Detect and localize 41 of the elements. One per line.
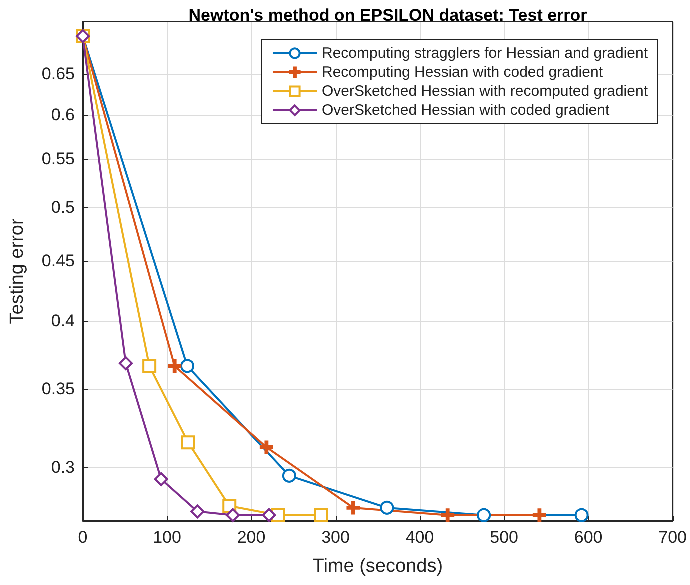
point (262, 508, 276, 522)
x-tick-label: 700 (658, 528, 688, 547)
legend-label: OverSketched Hessian with recomputed gradient (322, 83, 649, 100)
point (260, 440, 274, 454)
y-tick-label: 0.35 (42, 379, 75, 398)
x-tick-label: 400 (406, 528, 434, 547)
chart-title: Newton's method on EPSILON dataset: Test error (188, 6, 588, 25)
point (532, 508, 546, 522)
point (118, 356, 133, 370)
point (477, 508, 492, 522)
point (282, 468, 296, 483)
point (181, 436, 196, 450)
x-tick-label: 200 (237, 528, 266, 547)
y-axis-title: Testing error (7, 218, 28, 324)
x-axis-title: Time (seconds) (312, 556, 444, 577)
point (314, 508, 328, 522)
y-tick-label: 0.55 (42, 150, 75, 169)
y-tick-label: 0.45 (42, 252, 75, 271)
point (380, 500, 394, 515)
y-tick-label: 0.3 (51, 458, 75, 477)
x-tick-label: 300 (322, 528, 350, 547)
legend-label: OverSketched Hessian with coded gradient (322, 102, 610, 119)
y-tick-label: 0.6 (51, 105, 75, 124)
point (168, 359, 182, 373)
point (142, 359, 157, 374)
y-tick-label: 0.4 (51, 312, 75, 331)
point (226, 508, 240, 522)
legend-label: Recomputing Hessian with coded gradient (322, 64, 604, 81)
point (154, 472, 168, 486)
x-tick-label: 600 (574, 528, 603, 547)
y-tick-label: 0.5 (51, 198, 75, 218)
point (574, 508, 589, 522)
point (441, 508, 455, 522)
y-tick-label: 0.65 (42, 64, 75, 84)
x-tick-label: 500 (490, 528, 518, 547)
point (190, 504, 205, 519)
point (180, 359, 194, 374)
x-tick-label: 0 (78, 528, 88, 547)
x-tick-label: 100 (153, 528, 182, 547)
legend-label: Recomputing stragglers for Hessian and gradient (322, 45, 649, 62)
point (346, 501, 360, 515)
